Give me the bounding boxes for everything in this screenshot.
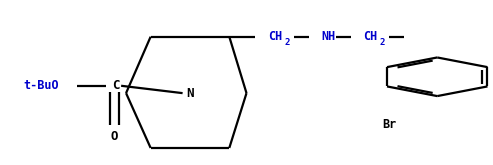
Text: CH: CH <box>363 30 378 43</box>
Text: Br: Br <box>382 118 396 131</box>
Text: O: O <box>111 130 118 143</box>
Text: t-BuO: t-BuO <box>23 79 59 92</box>
Text: NH: NH <box>321 30 335 43</box>
Text: 2: 2 <box>285 38 290 47</box>
Text: CH: CH <box>269 30 283 43</box>
Text: C: C <box>112 79 120 92</box>
Text: N: N <box>186 87 194 100</box>
Text: 2: 2 <box>380 38 385 47</box>
